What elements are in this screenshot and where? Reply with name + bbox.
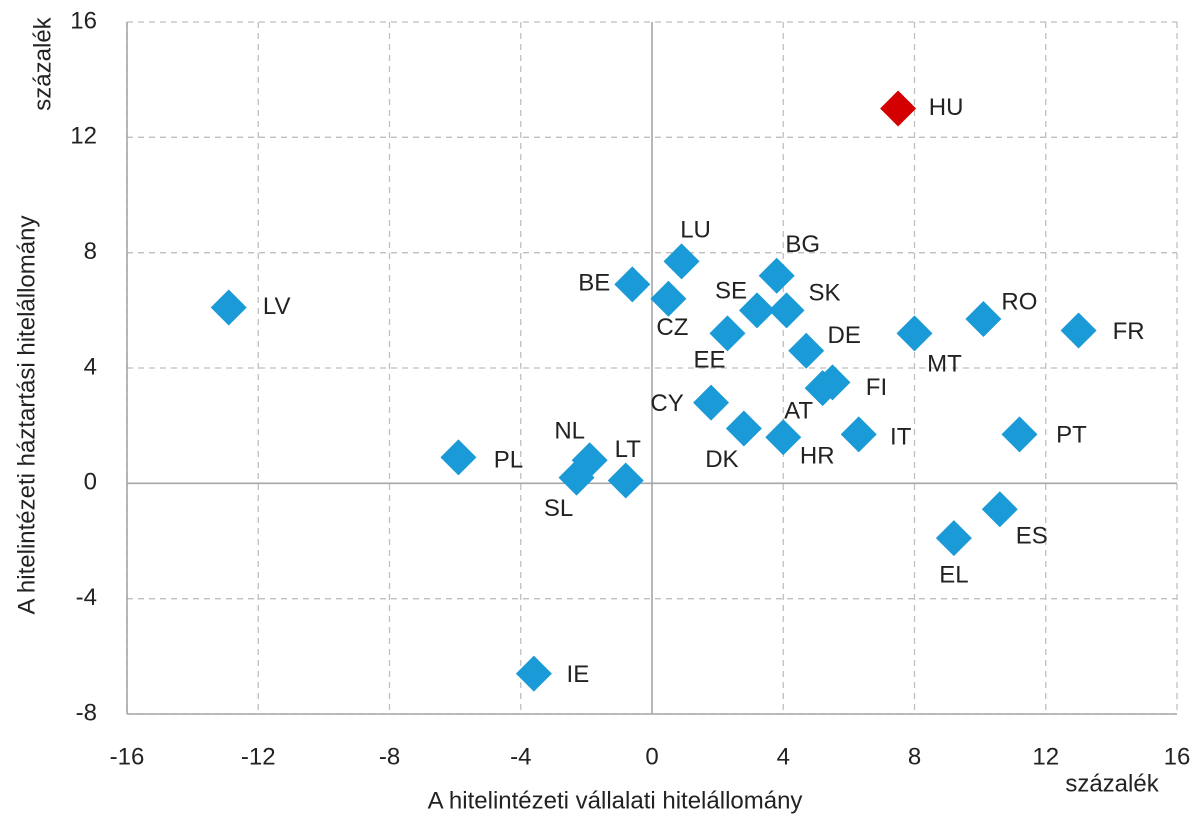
point bbox=[765, 419, 802, 456]
point-label: SK bbox=[809, 280, 841, 307]
point bbox=[935, 520, 972, 557]
point bbox=[663, 243, 700, 280]
point-label: IE bbox=[567, 661, 590, 688]
point-label: AT bbox=[784, 398, 813, 425]
point bbox=[880, 90, 917, 127]
point-label: FI bbox=[866, 374, 887, 401]
x-axis-title: A hitelintézeti vállalati hitelállomány bbox=[428, 787, 803, 814]
x-tick-label: -8 bbox=[379, 743, 400, 770]
y-tick-label: 12 bbox=[70, 123, 97, 150]
y-axis-unit: százalék bbox=[29, 16, 56, 110]
point-label: BG bbox=[785, 231, 820, 258]
point-label: CZ bbox=[656, 314, 688, 341]
point bbox=[788, 332, 825, 369]
point-label: LU bbox=[680, 217, 711, 244]
x-tick-label: 0 bbox=[645, 743, 658, 770]
x-tick-label: 16 bbox=[1164, 743, 1191, 770]
point bbox=[768, 292, 805, 329]
point bbox=[896, 315, 933, 352]
point bbox=[739, 292, 775, 329]
point bbox=[1060, 312, 1097, 349]
point bbox=[758, 257, 795, 294]
point-label: SE bbox=[715, 278, 747, 305]
point-label: IT bbox=[890, 424, 912, 451]
y-tick-label: -8 bbox=[76, 699, 97, 726]
x-tick-label: -4 bbox=[510, 743, 531, 770]
point bbox=[515, 655, 552, 692]
x-tick-label: 4 bbox=[777, 743, 790, 770]
point bbox=[607, 462, 644, 499]
point-label: RO bbox=[1001, 288, 1037, 315]
point-label: NL bbox=[554, 418, 585, 445]
point-label: MT bbox=[927, 351, 962, 378]
point-label: EE bbox=[693, 347, 725, 374]
y-axis-title: A hitelintézeti háztartási hitelállomány bbox=[13, 216, 40, 615]
point-label: FR bbox=[1113, 318, 1145, 345]
point-label: PT bbox=[1056, 422, 1087, 449]
point bbox=[965, 300, 1002, 337]
point bbox=[614, 266, 651, 303]
point bbox=[210, 289, 247, 326]
point-label: DK bbox=[705, 446, 738, 473]
y-tick-label: 8 bbox=[84, 238, 97, 265]
point-label: LV bbox=[263, 293, 291, 320]
point-label: DE bbox=[828, 322, 861, 349]
point-label: HR bbox=[800, 443, 835, 470]
y-tick-label: 16 bbox=[70, 7, 97, 34]
x-tick-label: 8 bbox=[908, 743, 921, 770]
point-label: BE bbox=[578, 270, 610, 297]
y-tick-label: -4 bbox=[76, 584, 97, 611]
point bbox=[1001, 416, 1038, 453]
point bbox=[840, 416, 877, 453]
point-label: ES bbox=[1016, 523, 1048, 550]
point bbox=[650, 280, 687, 317]
point-label: LT bbox=[615, 436, 642, 463]
point-label: EL bbox=[939, 561, 968, 588]
point bbox=[693, 384, 730, 421]
point-label: CY bbox=[650, 390, 683, 417]
x-axis-unit: százalék bbox=[1065, 770, 1159, 797]
point bbox=[981, 491, 1018, 528]
point bbox=[725, 410, 762, 447]
y-tick-label: 0 bbox=[84, 469, 97, 496]
point bbox=[558, 459, 595, 496]
point bbox=[440, 439, 477, 476]
point-label: HU bbox=[929, 94, 964, 121]
x-tick-label: 12 bbox=[1032, 743, 1059, 770]
point-label: SL bbox=[544, 495, 573, 522]
point bbox=[804, 370, 841, 407]
x-tick-label: -12 bbox=[241, 743, 276, 770]
point bbox=[709, 315, 746, 352]
x-tick-label: -16 bbox=[110, 743, 145, 770]
y-tick-label: 4 bbox=[84, 353, 97, 380]
point-label: PL bbox=[494, 447, 523, 474]
